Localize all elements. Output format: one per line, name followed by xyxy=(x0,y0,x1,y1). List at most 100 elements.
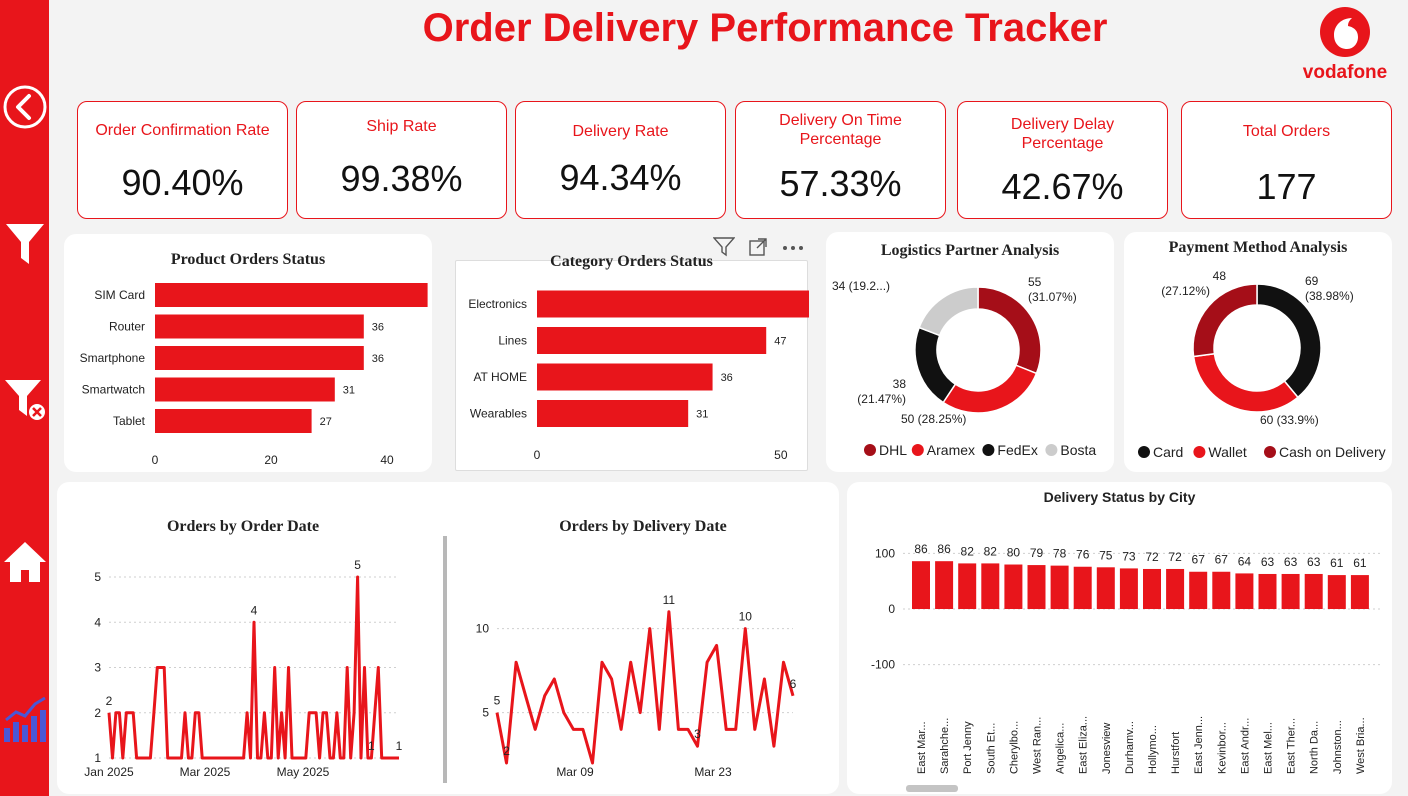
more-options-icon[interactable] xyxy=(782,240,804,258)
bar xyxy=(1027,565,1046,609)
kpi-card-ship-rate: Ship Rate 99.38% xyxy=(296,101,507,219)
data-label: 2 xyxy=(106,694,113,708)
legend-label: Card xyxy=(1153,444,1183,460)
x-category-label: Cherylbo... xyxy=(1008,721,1020,774)
bar xyxy=(1166,568,1185,609)
slice-percent-label: (31.07%) xyxy=(1028,290,1077,304)
legend-label: Aramex xyxy=(927,442,975,458)
x-category-label: Angelica... xyxy=(1055,723,1067,774)
x-category-label: Durhamv... xyxy=(1124,721,1136,774)
x-category-label: Hurstfort xyxy=(1170,732,1182,774)
x-category-label: Johnston... xyxy=(1332,720,1344,774)
chart-title: Product Orders Status xyxy=(170,251,326,268)
kpi-card-total-orders: Total Orders 177 xyxy=(1181,101,1392,219)
data-label: 1 xyxy=(368,739,375,753)
slice-percent-label: (21.47%) xyxy=(857,392,906,406)
bar xyxy=(1281,573,1300,609)
focus-mode-icon[interactable] xyxy=(748,237,768,262)
bar-value-label: 72 xyxy=(1145,550,1159,564)
donut-slice xyxy=(1192,352,1299,413)
slice-percent-label: (27.12%) xyxy=(1161,284,1210,298)
data-label: 5 xyxy=(354,558,361,572)
bar xyxy=(1235,573,1254,609)
filter-icon[interactable] xyxy=(0,222,49,266)
bar-value-label: 63 xyxy=(1261,555,1275,569)
data-label: 11 xyxy=(663,593,676,607)
bar-value-label: 75 xyxy=(1099,548,1113,562)
legend-marker xyxy=(1138,446,1150,458)
chart-title: Category Orders Status xyxy=(550,253,713,270)
bar-value-label: 36 xyxy=(721,372,733,384)
bar xyxy=(1350,575,1369,609)
vodafone-logo-icon xyxy=(1320,7,1370,57)
x-tick-label: 0 xyxy=(152,453,159,467)
slice-value-label: 38 xyxy=(893,377,907,391)
data-label: 5 xyxy=(494,694,501,708)
back-arrow-icon[interactable] xyxy=(0,84,49,130)
slice-value-label: 69 xyxy=(1305,274,1319,288)
kpi-label: Total Orders xyxy=(1242,123,1331,140)
slice-value-label: 60 (33.9%) xyxy=(1260,413,1319,427)
bar-category-label: Wearables xyxy=(470,407,527,421)
x-tick-label: 20 xyxy=(264,453,278,467)
slice-value-label: 55 xyxy=(1028,275,1042,289)
bar-category-label: AT HOME xyxy=(473,370,527,384)
category-orders-chart: Electronics63Lines47AT HOME36Wearables31… xyxy=(468,290,809,462)
x-category-label: Port Jenny xyxy=(962,721,974,774)
bar xyxy=(1073,566,1092,609)
chart-icon[interactable] xyxy=(0,694,49,744)
x-category-label: East Andr... xyxy=(1239,718,1251,774)
x-category-label: West Bria... xyxy=(1355,717,1367,774)
data-label: 10 xyxy=(739,610,753,624)
orders-by-date-card: Orders by Order Date Orders by Delivery … xyxy=(57,482,839,794)
bar-value-label: 61 xyxy=(1330,556,1344,570)
payment-donut-chart: 69(38.98%) 60 (33.9%) 48(27.12%) Card Wallet… xyxy=(1138,269,1386,460)
slice-percent-label: (38.98%) xyxy=(1305,289,1354,303)
kpi-value: 42.67% xyxy=(1001,166,1124,207)
data-label: 2 xyxy=(503,744,510,758)
donut-slice xyxy=(942,364,1038,414)
y-tick-label: 10 xyxy=(476,622,490,636)
y-tick-label: 4 xyxy=(94,615,101,629)
bar-value-label: 82 xyxy=(961,544,975,558)
horizontal-scrollbar[interactable] xyxy=(906,785,958,792)
bar-value-label: 80 xyxy=(1007,546,1021,560)
legend-marker xyxy=(1045,444,1058,456)
bar xyxy=(1212,571,1231,609)
bar-value-label: 31 xyxy=(696,409,708,421)
donut-slice xyxy=(1192,283,1258,358)
kpi-value: 94.34% xyxy=(559,157,682,198)
x-tick-label: Jan 2025 xyxy=(84,765,134,779)
x-tick-label: 50 xyxy=(774,448,788,462)
kpi-label: Delivery On Time Percentage xyxy=(779,112,902,148)
bar-value-label: 64 xyxy=(1238,554,1252,568)
series-line xyxy=(495,610,795,765)
bar-value-label: 76 xyxy=(1076,548,1090,562)
delivery-city-card: Delivery Status by City 100 0 -100 86 East M… xyxy=(847,482,1392,794)
legend-marker xyxy=(982,444,995,456)
kpi-card-delivery-rate: Delivery Rate 94.34% xyxy=(515,101,726,219)
bar xyxy=(1258,573,1277,609)
x-tick-label: 40 xyxy=(380,453,394,467)
x-category-label: East Jenn... xyxy=(1193,716,1205,774)
kpi-value: 57.33% xyxy=(779,163,902,204)
bar-value-label: 63 xyxy=(1307,555,1321,569)
legend-label: DHL xyxy=(879,442,907,458)
y-tick-label: 1 xyxy=(94,751,101,765)
clear-filter-icon[interactable] xyxy=(0,378,49,422)
kpi-card-on-time: Delivery On Time Percentage 57.33% xyxy=(735,101,946,219)
chart-title: Delivery Status by City xyxy=(1043,489,1196,505)
kpi-label: Order Confirmation Rate xyxy=(95,122,270,139)
series-line xyxy=(107,575,399,760)
visual-filter-icon[interactable] xyxy=(712,237,736,262)
orders-by-delivery-date-chart: 5 10 5 2 11 3 10 6 Mar 09 Mar 23 xyxy=(476,593,797,779)
y-tick-label: 2 xyxy=(94,706,101,720)
home-icon[interactable] xyxy=(0,540,49,584)
bar xyxy=(537,363,713,391)
bar-value-label: 31 xyxy=(343,385,355,397)
slice-value-label: 50 (28.25%) xyxy=(901,412,966,426)
kpi-value: 90.40% xyxy=(121,162,244,203)
x-tick-label: Mar 23 xyxy=(694,765,732,779)
kpi-card-order-confirmation: Order Confirmation Rate 90.40% xyxy=(77,101,288,219)
